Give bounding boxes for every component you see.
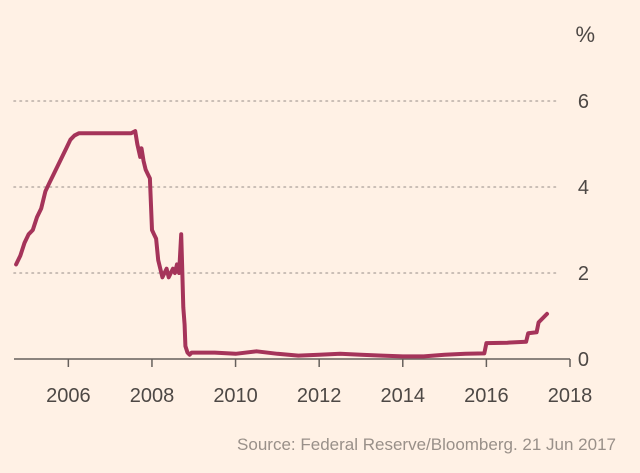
y-tick-label: 6 — [578, 91, 589, 113]
source-note: Source: Federal Reserve/Bloomberg. 21 Ju… — [237, 435, 616, 454]
series-line — [14, 129, 549, 359]
series-group — [14, 129, 549, 359]
x-tick-label: 2018 — [548, 385, 593, 407]
x-tick-label: 2014 — [381, 385, 426, 407]
y-tick-label: 0 — [578, 349, 589, 371]
x-tick-label: 2010 — [213, 385, 258, 407]
y-tick-label: 2 — [578, 263, 589, 285]
grid-lines — [13, 100, 559, 274]
y-tick-label: 4 — [578, 177, 589, 199]
x-tick-label: 2008 — [130, 385, 175, 407]
y-axis-ticks: 0 2 4 6 — [578, 91, 589, 371]
x-tick-label: 2012 — [297, 385, 342, 407]
x-tick-label: 2006 — [46, 385, 91, 407]
x-tick-label: 2016 — [464, 385, 509, 407]
y-axis-unit-label: % — [575, 22, 595, 47]
x-axis-ticks: 2006 2008 2010 2012 2014 2016 2018 — [46, 359, 592, 407]
